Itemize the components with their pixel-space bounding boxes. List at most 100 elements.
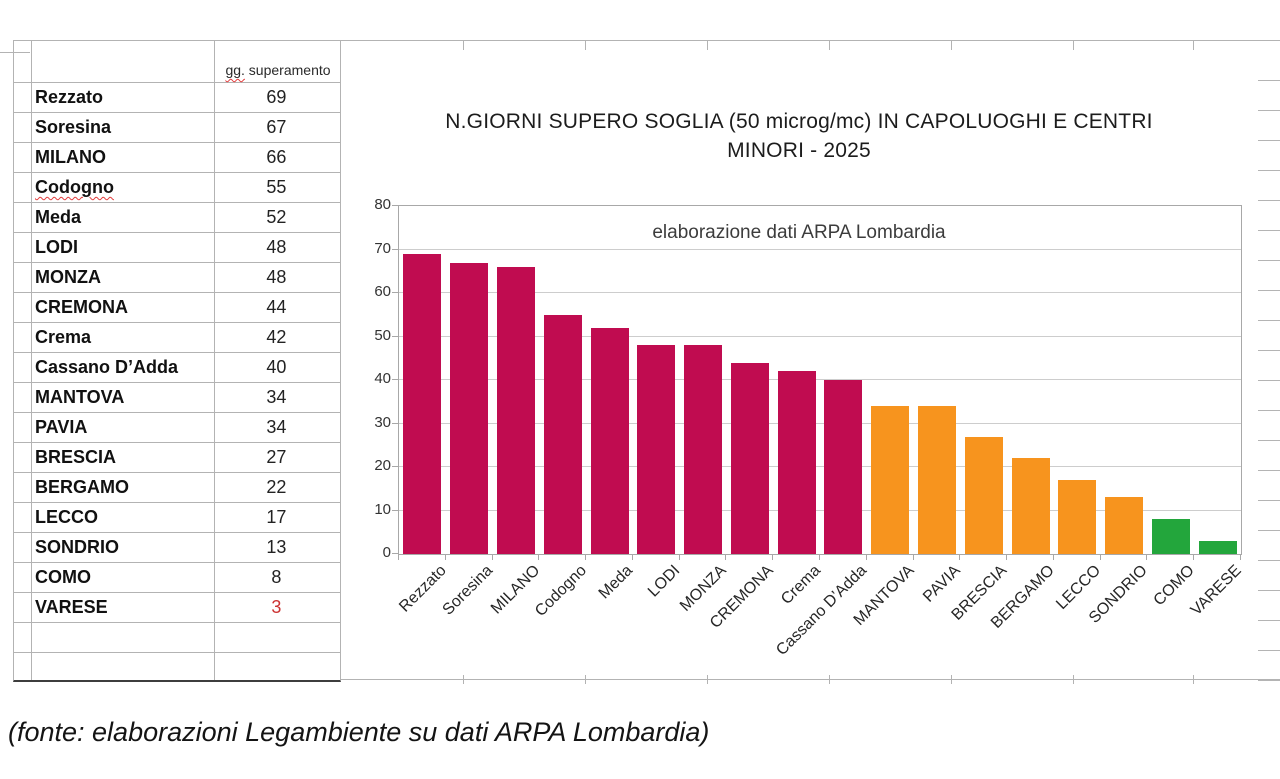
- bar[interactable]: [684, 345, 723, 554]
- y-tick-mark: [392, 335, 398, 337]
- value-cell[interactable]: 67: [266, 117, 287, 137]
- city-cell[interactable]: CREMONA: [35, 297, 128, 317]
- bar[interactable]: [637, 345, 676, 554]
- bar[interactable]: [496, 266, 535, 554]
- x-tick-mark: [819, 554, 820, 560]
- y-tick-label: 70: [374, 239, 391, 257]
- x-tick-mark: [538, 554, 540, 560]
- x-tick-mark: [1006, 554, 1008, 560]
- city-cell[interactable]: BERGAMO: [35, 477, 129, 497]
- x-tick-mark: [631, 554, 633, 560]
- y-tick-label: 80: [374, 196, 391, 213]
- sheet-column-stub: [951, 40, 952, 50]
- empty-cell[interactable]: [213, 623, 340, 652]
- city-cell[interactable]: BRESCIA: [35, 447, 117, 467]
- city-cell[interactable]: Soresina: [35, 117, 112, 137]
- value-cell[interactable]: 52: [266, 207, 287, 227]
- days-exceeded-header-cell[interactable]: gg. superamento: [214, 40, 342, 82]
- y-tick-label: 20: [374, 457, 391, 474]
- sheet-bottom-gridline: [341, 679, 1280, 680]
- column-divider: [214, 40, 215, 680]
- bar[interactable]: [1151, 519, 1190, 554]
- city-cell[interactable]: Codogno: [35, 177, 114, 197]
- city-cell[interactable]: LODI: [35, 237, 78, 257]
- value-cell[interactable]: 13: [266, 537, 287, 557]
- table-row: VARESE 3: [14, 593, 340, 623]
- city-cell[interactable]: COMO: [35, 567, 91, 587]
- chart-title: N.GIORNI SUPERO SOGLIA (50 microg/mc) IN…: [445, 110, 1153, 162]
- bar[interactable]: [777, 371, 816, 554]
- value-cell[interactable]: 17: [266, 507, 287, 527]
- bar[interactable]: [543, 314, 582, 554]
- value-cell[interactable]: 66: [266, 147, 287, 167]
- bar[interactable]: [1198, 540, 1237, 554]
- x-category-label: LODI: [644, 562, 684, 601]
- value-cell[interactable]: 34: [266, 417, 287, 437]
- value-cell[interactable]: 34: [266, 387, 287, 407]
- sheet-column-stub: [585, 40, 586, 50]
- value-cell[interactable]: 48: [266, 267, 287, 287]
- table-row: MANTOVA 34: [14, 383, 340, 413]
- chart-object[interactable]: N.GIORNI SUPERO SOGLIA (50 microg/mc) IN…: [343, 50, 1255, 675]
- city-cell[interactable]: LECCO: [35, 507, 98, 527]
- value-cell[interactable]: 8: [271, 567, 282, 587]
- plot-area[interactable]: [398, 205, 1242, 555]
- empty-cell[interactable]: [213, 653, 340, 683]
- value-cell[interactable]: 40: [266, 357, 287, 377]
- value-cell[interactable]: 27: [266, 447, 287, 467]
- table-row: COMO 8: [14, 563, 340, 593]
- city-cell[interactable]: Crema: [35, 327, 92, 347]
- x-tick-mark: [912, 554, 914, 560]
- value-cell[interactable]: 69: [266, 87, 287, 107]
- city-cell[interactable]: Rezzato: [35, 87, 104, 107]
- value-cell[interactable]: 22: [266, 477, 287, 497]
- city-cell[interactable]: MONZA: [35, 267, 101, 287]
- bar[interactable]: [824, 380, 863, 554]
- x-tick-mark: [1099, 554, 1101, 560]
- city-cell[interactable]: PAVIA: [35, 417, 88, 437]
- city-cell[interactable]: VARESE: [35, 597, 108, 617]
- empty-row[interactable]: [14, 653, 340, 683]
- bar[interactable]: [1011, 458, 1050, 554]
- table-row: Soresina 67: [14, 113, 340, 143]
- bar[interactable]: [450, 262, 489, 554]
- y-tick-label: 30: [374, 413, 391, 431]
- city-cell[interactable]: Cassano D’Adda: [35, 357, 179, 377]
- empty-cell[interactable]: [14, 623, 213, 652]
- chart-gridline: [399, 422, 1241, 424]
- value-cell[interactable]: 42: [266, 327, 287, 347]
- chart-gridline: [399, 509, 1241, 511]
- city-cell[interactable]: MANTOVA: [35, 387, 125, 407]
- table-row: Rezzato 69: [14, 83, 340, 113]
- value-cell[interactable]: 48: [266, 237, 287, 257]
- source-note: (fonte: elaborazioni Legambiente su dati…: [8, 717, 710, 747]
- sheet-column-stub: [1073, 40, 1074, 50]
- y-tick-mark: [392, 248, 398, 250]
- x-tick-mark: [1193, 554, 1195, 560]
- value-cell[interactable]: 44: [266, 297, 287, 317]
- sheet-column-stub: [1193, 672, 1194, 684]
- bar[interactable]: [1105, 497, 1144, 554]
- sheet-strip-gridline: [0, 52, 30, 53]
- bar[interactable]: [1058, 480, 1097, 554]
- empty-row[interactable]: [14, 623, 340, 653]
- x-tick-mark: [865, 554, 867, 560]
- value-cell[interactable]: 3: [271, 597, 282, 617]
- sheet-column-stub: [1193, 40, 1194, 50]
- city-cell[interactable]: MILANO: [35, 147, 106, 167]
- bar[interactable]: [590, 327, 629, 554]
- chart-gridline: [399, 335, 1241, 337]
- sheet-column-stub: [829, 672, 830, 684]
- city-cell[interactable]: SONDRIO: [35, 537, 120, 557]
- value-cell[interactable]: 55: [266, 177, 287, 197]
- table-row: BERGAMO 22: [14, 473, 340, 503]
- bar[interactable]: [917, 406, 956, 554]
- bar[interactable]: [964, 436, 1003, 554]
- sheet-column-stub: [463, 672, 464, 684]
- bar[interactable]: [403, 253, 442, 554]
- empty-cell[interactable]: [14, 653, 213, 683]
- bar[interactable]: [730, 362, 769, 554]
- y-tick-label: 40: [374, 370, 391, 387]
- bar[interactable]: [871, 406, 910, 554]
- city-cell[interactable]: Meda: [35, 207, 82, 227]
